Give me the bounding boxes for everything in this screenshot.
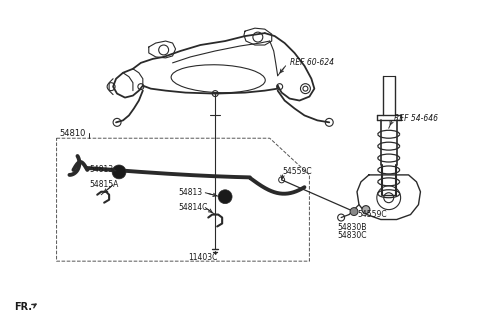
Text: 54814C: 54814C [179, 203, 208, 212]
Circle shape [362, 206, 370, 214]
Text: 11403C: 11403C [189, 253, 218, 262]
Text: 54559C: 54559C [357, 210, 386, 219]
Text: 54810: 54810 [60, 129, 86, 138]
Text: REF 54-646: REF 54-646 [394, 114, 438, 123]
Text: 54830C: 54830C [337, 231, 367, 240]
Text: FR.: FR. [14, 302, 32, 312]
Text: 54815A: 54815A [89, 180, 119, 189]
Circle shape [112, 165, 126, 179]
Text: 54813: 54813 [179, 188, 203, 197]
Circle shape [218, 190, 232, 204]
Text: REF 60-624: REF 60-624 [289, 58, 334, 67]
Text: 54559C: 54559C [283, 167, 312, 177]
Circle shape [350, 208, 358, 215]
Text: 54813: 54813 [89, 165, 113, 174]
Text: 54830B: 54830B [337, 223, 367, 232]
